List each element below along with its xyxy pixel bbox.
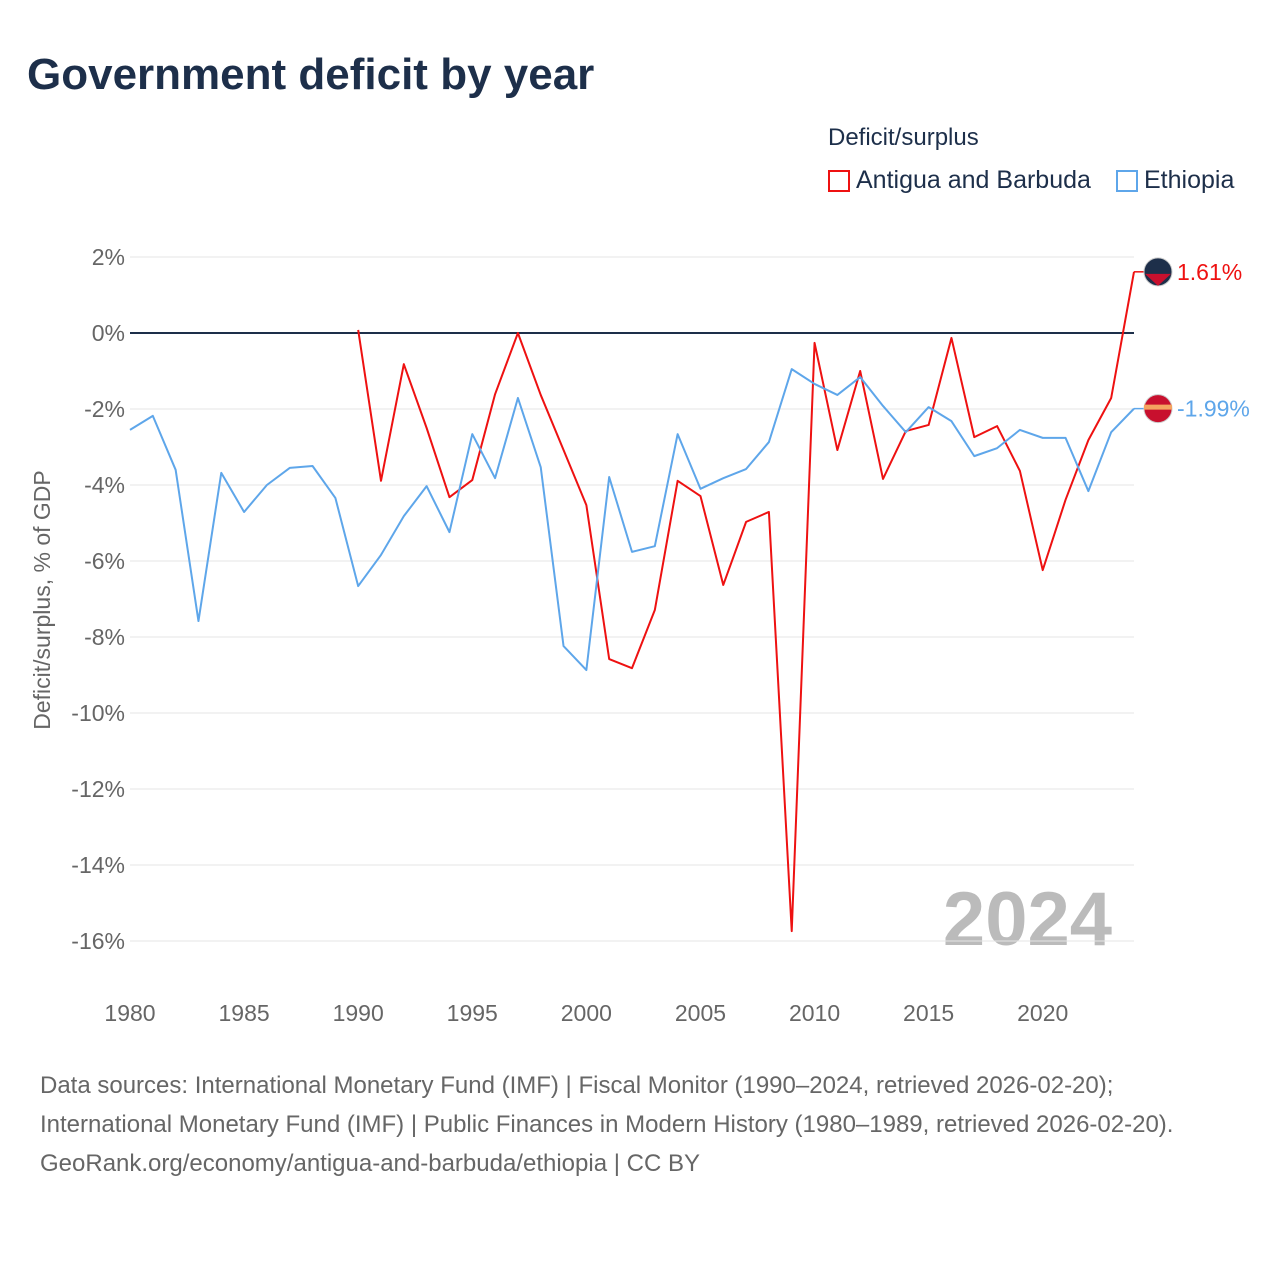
- y-tick-label: -6%: [84, 548, 125, 574]
- y-tick-label: -12%: [71, 776, 125, 802]
- chart-title: Government deficit by year: [27, 50, 595, 99]
- source-link[interactable]: GeoRank.org/economy/antigua-and-barbuda/…: [40, 1150, 700, 1177]
- legend-swatch-ethiopia: [1116, 169, 1138, 192]
- legend-label: Antigua and Barbuda: [856, 166, 1091, 194]
- x-tick-label: 1985: [219, 1000, 270, 1026]
- legend-swatch-antigua: [828, 169, 850, 192]
- legend-item-ethiopia[interactable]: Ethiopia: [1116, 166, 1234, 195]
- y-tick-label: 2%: [92, 244, 125, 270]
- x-tick-label: 2000: [561, 1000, 612, 1026]
- end-value-label: 1.61%: [1177, 259, 1242, 285]
- y-tick-label: -16%: [71, 928, 125, 954]
- end-value-label: -1.99%: [1177, 396, 1250, 422]
- line-chart: 2024 2% 0% -2% -4% -6% -8% -10% -12% -14% -16% 1980…: [29, 244, 1250, 1026]
- legend-item-antigua[interactable]: Antigua and Barbuda: [828, 166, 1091, 195]
- y-tick-label: -8%: [84, 624, 125, 650]
- y-axis-label: Deficit/surplus, % of GDP: [29, 470, 55, 729]
- legend-title: Deficit/surplus: [828, 124, 979, 151]
- x-tick-label: 2005: [675, 1000, 726, 1026]
- flag-detail: [1144, 404, 1172, 410]
- footer: Data sources: International Monetary Fun…: [40, 1066, 1240, 1183]
- x-tick-label: 2010: [789, 1000, 840, 1026]
- year-watermark: 2024: [943, 877, 1112, 962]
- y-tick-label: -10%: [71, 700, 125, 726]
- data-sources: Data sources: International Monetary Fun…: [40, 1072, 1174, 1138]
- series-line-antigua: [357, 271, 1135, 933]
- x-tick-label: 1980: [104, 1000, 155, 1026]
- x-tick-label: 2020: [1017, 1000, 1068, 1026]
- y-tick-label: -2%: [84, 396, 125, 422]
- flag-detail: [1145, 273, 1171, 286]
- y-tick-label: 0%: [92, 320, 125, 346]
- x-tick-label: 1995: [447, 1000, 498, 1026]
- y-tick-label: -14%: [71, 852, 125, 878]
- x-tick-label: 2015: [903, 1000, 954, 1026]
- series-line-ethiopia: [129, 368, 1135, 672]
- x-tick-label: 1990: [333, 1000, 384, 1026]
- y-tick-label: -4%: [84, 472, 125, 498]
- legend-label: Ethiopia: [1144, 166, 1235, 194]
